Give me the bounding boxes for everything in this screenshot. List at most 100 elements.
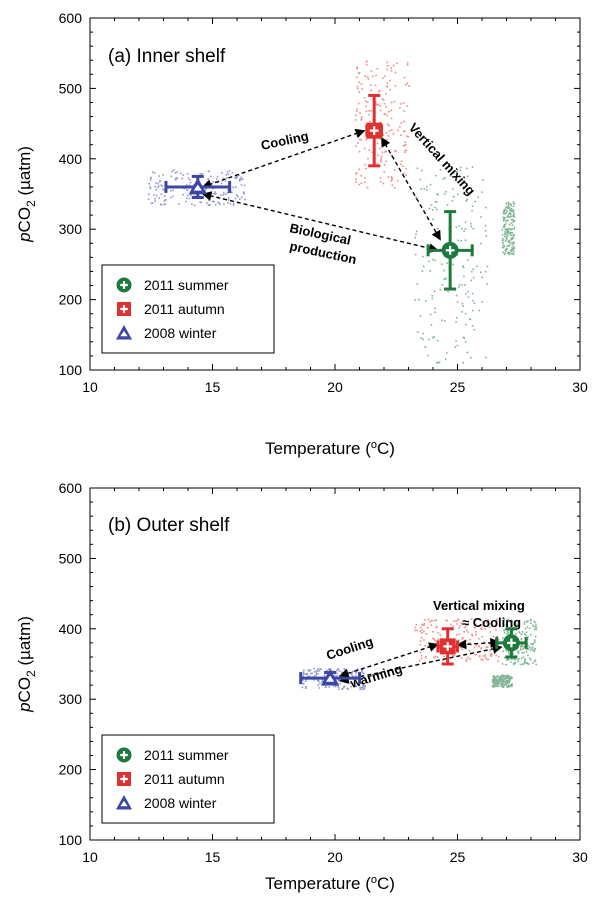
scatter-point <box>497 660 499 662</box>
scatter-point <box>510 661 512 663</box>
scatter-point <box>388 130 391 132</box>
scatter-point <box>463 337 466 339</box>
scatter-point <box>390 101 393 104</box>
scatter-point <box>505 233 508 235</box>
scatter-point <box>466 623 469 625</box>
triangle-marker-inner <box>193 184 202 191</box>
scatter-point <box>224 193 227 195</box>
scatter-point <box>508 213 510 215</box>
scatter-point <box>470 618 473 620</box>
scatter-point <box>338 675 341 677</box>
scatter-point <box>357 87 359 90</box>
scatter-point <box>471 634 474 637</box>
scatter-point <box>355 178 357 180</box>
scatter-point <box>501 233 504 236</box>
scatter-point <box>419 630 422 633</box>
scatter-point <box>302 671 305 674</box>
scatter-point <box>516 619 519 622</box>
scatter-point <box>460 622 462 624</box>
scatter-point <box>341 687 344 690</box>
scatter-point <box>510 241 512 244</box>
y-axis-label: pCO2 (µatm) <box>15 616 38 713</box>
scatter-point <box>385 106 387 108</box>
scatter-point <box>305 679 308 681</box>
scatter-point <box>500 685 502 687</box>
scatter-point <box>391 184 394 186</box>
arrow-label-approx-cooling: ≈ Cooling <box>462 615 521 630</box>
scatter-point <box>453 655 456 657</box>
scatter-point <box>463 626 466 629</box>
scatter-point <box>510 228 512 231</box>
scatter-point <box>365 63 368 66</box>
scatter-point <box>513 220 516 222</box>
scatter-point <box>403 76 406 79</box>
scatter-point <box>414 253 417 256</box>
scatter-point <box>358 150 361 153</box>
scatter-point <box>347 688 350 691</box>
scatter-point <box>467 631 470 633</box>
legend: 2011 summer 2011 autumn 2008 winter <box>101 734 275 824</box>
scatter-point <box>367 157 369 160</box>
scatter-point <box>305 673 308 676</box>
scatter-point <box>362 683 365 685</box>
scatter-point <box>501 678 503 681</box>
scatter-point <box>420 637 423 639</box>
scatter-point <box>505 649 508 652</box>
scatter-point <box>369 120 371 123</box>
scatter-point <box>414 626 417 629</box>
scatter-point <box>503 245 506 248</box>
scatter-point <box>529 618 532 621</box>
scatter-point <box>471 292 474 295</box>
scatter-point <box>403 151 406 154</box>
scatter-point <box>459 641 462 644</box>
scatter-point <box>227 197 230 199</box>
scatter-point <box>502 679 504 682</box>
scatter-point <box>355 145 357 147</box>
scatter-point <box>315 674 317 677</box>
scatter-point <box>212 193 215 195</box>
scatter-point <box>407 136 409 138</box>
scatter-point <box>523 621 526 623</box>
scatter-point <box>509 678 511 681</box>
scatter-point <box>199 173 202 175</box>
scatter-point <box>385 150 387 153</box>
scatter-point <box>214 193 216 195</box>
legend-label: 2008 winter <box>144 325 217 341</box>
scatter-point <box>223 203 225 205</box>
scatter-point <box>404 143 407 146</box>
scatter-point <box>507 227 509 230</box>
scatter-point <box>406 62 409 64</box>
scatter-point <box>419 651 422 654</box>
scatter-point <box>150 176 153 179</box>
scatter-point <box>460 240 462 242</box>
scatter-point <box>428 207 431 210</box>
scatter-point <box>455 321 457 323</box>
scatter-point <box>485 646 488 649</box>
scatter-point <box>503 211 505 214</box>
scatter-point <box>527 644 529 647</box>
scatter-point <box>155 189 157 191</box>
scatter-point <box>303 669 305 672</box>
scatter-point <box>492 686 495 689</box>
scatter-point <box>422 255 424 258</box>
scatter-point <box>508 216 511 218</box>
scatter-point <box>399 126 401 128</box>
triangle-marker-inner <box>325 675 335 682</box>
scatter-point <box>460 646 462 649</box>
scatter-point <box>466 167 468 170</box>
scatter-point <box>472 309 474 312</box>
scatter-point <box>311 672 313 675</box>
x-axis-label: Temperature (oC) <box>265 439 395 458</box>
scatter-point <box>420 169 423 172</box>
scatter-point <box>355 685 358 688</box>
scatter-point <box>220 182 223 185</box>
scatter-point <box>380 159 382 162</box>
panel-outer-shelf: 10 15 20 25 30 100 200 300 400 500 600 Temperature … <box>15 480 588 893</box>
scatter-point <box>513 202 516 205</box>
scatter-point <box>502 686 505 688</box>
scatter-point <box>423 624 425 626</box>
scatter-point <box>525 634 527 636</box>
scatter-point <box>513 226 515 229</box>
scatter-point <box>486 283 488 285</box>
scatter-point <box>498 655 500 658</box>
